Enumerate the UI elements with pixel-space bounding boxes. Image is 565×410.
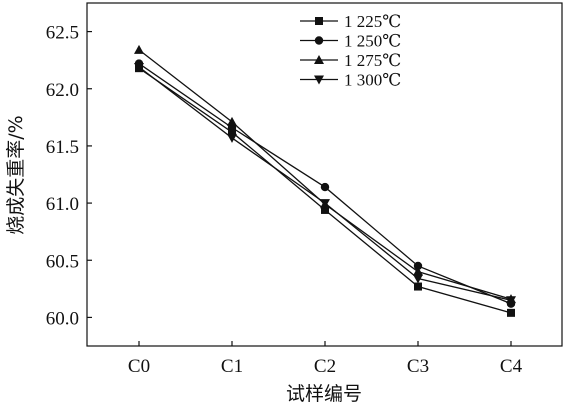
data-point — [506, 296, 516, 306]
x-axis: C0 C1 C2 C3 C4 — [128, 341, 523, 377]
y-tick-label: 61.0 — [46, 194, 79, 215]
legend: 1 225℃1 250℃1 275℃1 300℃ — [300, 12, 401, 90]
plot-area-frame — [86, 2, 563, 347]
y-tick-label: 60.5 — [46, 251, 79, 272]
data-point — [321, 205, 329, 214]
x-tick-label: C0 — [128, 356, 150, 377]
y-tick-label: 60.0 — [46, 308, 79, 329]
data-point — [414, 282, 422, 291]
data-point — [320, 182, 330, 192]
legend-item: 1 250℃ — [300, 32, 401, 51]
y-tick-label: 62.5 — [46, 23, 79, 44]
data-point — [134, 63, 144, 73]
x-tick-label: C1 — [221, 356, 243, 377]
data-point — [413, 266, 423, 276]
x-axis-title: 试样编号 — [286, 383, 362, 405]
legend-marker — [314, 36, 324, 45]
data-point — [413, 261, 423, 271]
data-point — [507, 308, 515, 317]
y-tick-label: 61.5 — [46, 137, 79, 158]
legend-label: 1 250℃ — [344, 32, 401, 51]
legend-marker — [314, 55, 324, 64]
legend-item: 1 300℃ — [300, 71, 401, 90]
y-axis: 60.0 60.5 61.0 61.5 62.0 62.5 — [46, 23, 92, 329]
legend-marker — [314, 75, 324, 85]
series-line — [138, 49, 512, 300]
legend-label: 1 300℃ — [344, 71, 401, 90]
y-tick-label: 62.0 — [46, 80, 79, 101]
y-axis-title: 烧成失重率/% — [5, 115, 27, 234]
legend-item: 1 275℃ — [300, 51, 401, 70]
data-point — [413, 274, 423, 284]
series-2 — [134, 59, 516, 308]
x-tick-label: C2 — [314, 356, 336, 377]
data-point — [134, 44, 144, 54]
data-point — [228, 128, 236, 137]
data-point — [227, 133, 237, 143]
legend-label: 1 225℃ — [344, 12, 401, 31]
x-tick-label: C3 — [407, 356, 429, 377]
series-layer — [134, 44, 516, 317]
data-point — [320, 199, 330, 209]
series-4 — [134, 63, 516, 306]
series-3 — [134, 44, 516, 304]
legend-item: 1 225℃ — [300, 12, 401, 31]
data-point — [227, 116, 237, 126]
x-tick-label: C4 — [500, 356, 523, 377]
legend-label: 1 275℃ — [344, 51, 401, 70]
legend-marker — [315, 17, 323, 25]
